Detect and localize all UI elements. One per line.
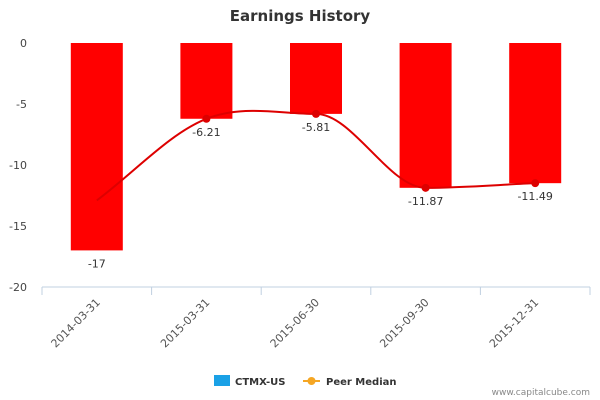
x-tick-label: 2015-03-31 bbox=[158, 296, 212, 350]
peer-median-point bbox=[531, 179, 540, 188]
x-tick-label: 2015-12-31 bbox=[487, 296, 541, 350]
bar-value-label: -11.49 bbox=[517, 190, 552, 203]
bar-2014-03-31 bbox=[70, 43, 123, 251]
peer-median-point bbox=[202, 114, 211, 123]
peer-median-point bbox=[421, 183, 430, 192]
bar-value-label: -11.87 bbox=[408, 195, 443, 208]
bar-2015-06-30 bbox=[290, 43, 342, 114]
y-tick-label: 0 bbox=[20, 37, 27, 50]
bar-value-label: -6.21 bbox=[192, 126, 220, 139]
data-labels: -17 -6.21 -5.81 -11.87 -11.49 bbox=[88, 121, 553, 271]
chart-title: Earnings History bbox=[230, 7, 371, 25]
bar-value-label: -17 bbox=[88, 257, 106, 270]
x-tick-label: 2015-09-30 bbox=[377, 296, 431, 350]
legend: CTMX-US Peer Median bbox=[214, 375, 397, 388]
legend-swatch-ctmx bbox=[214, 375, 230, 386]
peer-median-series bbox=[96, 109, 540, 202]
bar-2015-12-31 bbox=[509, 43, 562, 184]
legend-label-ctmx: CTMX-US bbox=[235, 377, 285, 388]
x-tick-label: 2015-06-30 bbox=[268, 296, 322, 350]
x-tick-label: 2014-03-31 bbox=[49, 296, 103, 350]
bar-2015-03-31 bbox=[180, 43, 233, 119]
bar-series bbox=[70, 43, 562, 251]
y-tick-label: -10 bbox=[9, 159, 27, 172]
y-tick-label: -5 bbox=[16, 98, 27, 111]
bar-2015-09-30 bbox=[399, 43, 452, 188]
y-tick-label: -20 bbox=[9, 281, 27, 294]
y-axis-labels: 0 -5 -10 -15 -20 bbox=[9, 37, 27, 294]
legend-swatch-peer-median-dot bbox=[307, 377, 316, 385]
peer-median-point bbox=[312, 109, 320, 118]
bar-value-label: -5.81 bbox=[302, 121, 330, 134]
x-axis: 2014-03-31 2015-03-31 2015-06-30 2015-09-30… bbox=[41, 286, 591, 350]
credit-text: www.capitalcube.com bbox=[492, 388, 590, 398]
y-tick-label: -15 bbox=[9, 220, 27, 233]
legend-label-peer-median: Peer Median bbox=[326, 377, 397, 388]
